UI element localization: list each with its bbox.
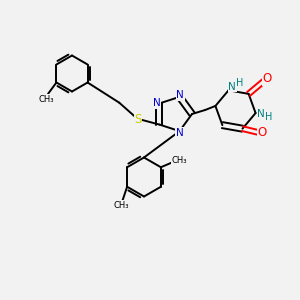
Text: N: N [176,128,183,138]
Text: O: O [257,126,267,139]
Text: N: N [176,90,184,100]
Text: S: S [134,113,142,126]
Text: H: H [265,112,272,122]
Text: H: H [236,78,244,88]
Text: O: O [262,72,272,86]
Text: CH₃: CH₃ [114,201,130,210]
Text: N: N [153,98,161,108]
Text: CH₃: CH₃ [38,94,54,103]
Text: N: N [228,82,236,92]
Text: CH₃: CH₃ [171,156,187,165]
Text: N: N [257,109,265,118]
